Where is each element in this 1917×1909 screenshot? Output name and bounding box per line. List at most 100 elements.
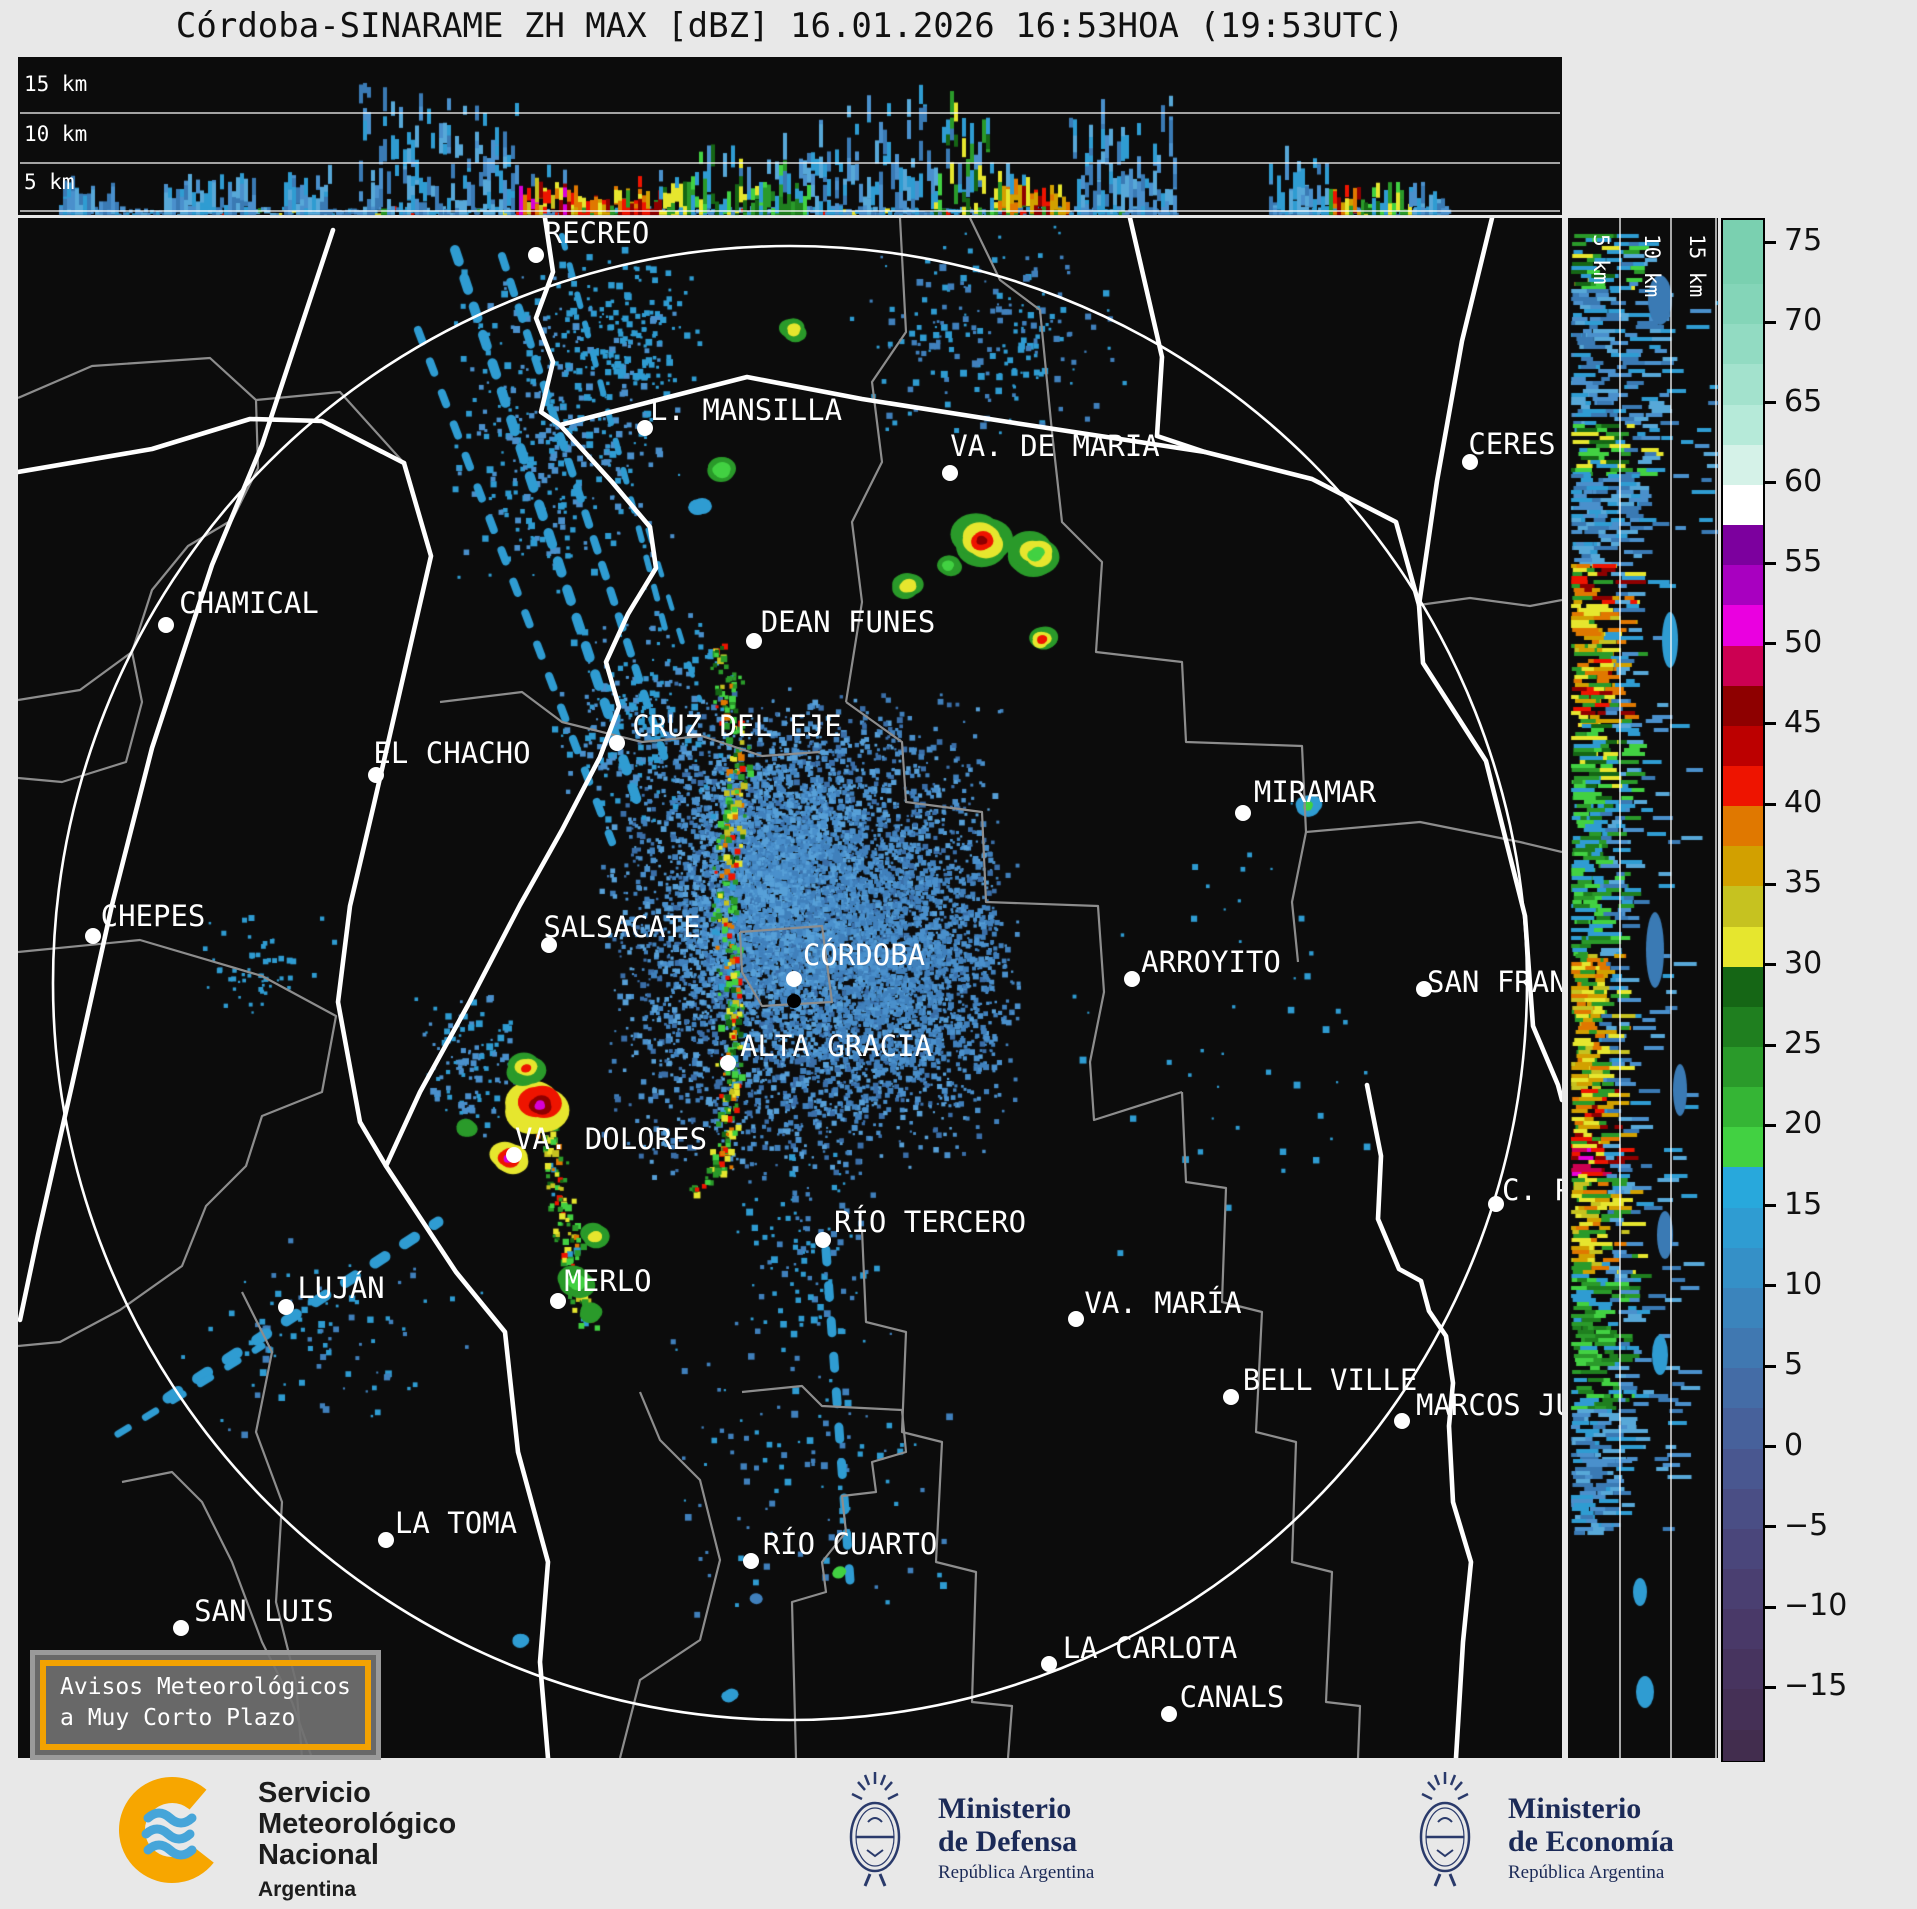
department-border: [969, 218, 1054, 433]
department-border: [741, 1384, 908, 1758]
department-border: [18, 938, 338, 1348]
city-label: SALSACATE: [543, 910, 700, 944]
city-label: CHEPES: [101, 899, 206, 933]
city-label: SAN FRAN: [1427, 965, 1567, 999]
department-border: [844, 218, 908, 703]
city-dot: [637, 420, 653, 436]
city-label: ARROYITO: [1141, 945, 1281, 979]
colorbar-segment: [1723, 1448, 1763, 1490]
province-border: [1127, 218, 1208, 455]
city-dot: [1488, 1196, 1504, 1212]
warning-box: Avisos Meteorológicos a Muy Corto Plazo: [30, 1650, 381, 1760]
smn-wave-3: [143, 1840, 197, 1860]
economia-line: de Economía: [1508, 1825, 1674, 1858]
colorbar-tick-label: 5: [1784, 1347, 1804, 1383]
smn-country: Argentina: [258, 1878, 357, 1901]
city-label: LA CARLOTA: [1063, 1631, 1238, 1665]
radar-range-ring: [51, 244, 1529, 1722]
city-label: VA. DOLORES: [515, 1122, 707, 1156]
colorbar-segment: [1723, 1247, 1763, 1289]
ministerio-defensa-text: Ministerio de Defensa República Argentin…: [938, 1792, 1094, 1884]
colorbar-segment: [1723, 605, 1763, 647]
colorbar-segment: [1723, 846, 1763, 887]
colorbar-tick-label: 55: [1784, 544, 1823, 580]
department-border: [18, 356, 260, 784]
province-border: [18, 227, 336, 1323]
colorbar-segment: [1723, 926, 1763, 968]
department-border: [845, 701, 1183, 1122]
top-altitude-label: 5 km: [24, 170, 75, 194]
colorbar-tick-mark: [1763, 1043, 1776, 1047]
colorbar: [1721, 218, 1765, 1762]
smn-logo-text: Servicio Meteorológico Nacional Argentin…: [258, 1778, 456, 1905]
defensa-coat-of-arms-icon: [849, 1772, 901, 1887]
colorbar-tick-mark: [1763, 963, 1776, 967]
smn-line: Meteorológico: [258, 1808, 457, 1840]
city-label: MERLO: [564, 1264, 651, 1298]
defensa-line: Ministerio: [938, 1792, 1072, 1825]
warning-line-2: a Muy Corto Plazo: [60, 1705, 296, 1731]
colorbar-segment: [1723, 1207, 1763, 1249]
department-border: [255, 390, 405, 464]
colorbar-tick-mark: [1763, 882, 1776, 886]
colorbar-segment: [1723, 886, 1763, 928]
colorbar-tick-mark: [1763, 1605, 1776, 1609]
department-border: [1180, 1091, 1362, 1758]
province-border: [335, 460, 434, 1169]
colorbar-segment: [1723, 1368, 1763, 1409]
colorbar-tick-label: 75: [1784, 223, 1823, 258]
defensa-sub: República Argentina: [938, 1862, 1095, 1883]
city-label: L. MANSILLA: [650, 393, 842, 427]
city-dot: [368, 767, 384, 783]
colorbar-segment: [1723, 765, 1763, 807]
city-dot: [1235, 805, 1251, 821]
city-label: MIRAMAR: [1254, 775, 1377, 809]
colorbar-tick-mark: [1763, 320, 1776, 324]
city-group: RECREO L. MANSILLA VA. DE MARIA CERES CHAMIC…: [85, 216, 1573, 1722]
city-label: CANALS: [1180, 1680, 1285, 1714]
city-label: DEAN FUNES: [761, 605, 936, 639]
city-dot: [1462, 454, 1478, 470]
colorbar-segment: [1723, 645, 1763, 687]
colorbar-tick-mark: [1763, 561, 1776, 565]
city-label: MARCOS JU: [1416, 1388, 1573, 1422]
city-dot: [173, 1620, 189, 1636]
city-label: RECREO: [545, 216, 650, 250]
city-dot: [786, 971, 802, 987]
colorbar-tick-mark: [1763, 1284, 1776, 1288]
colorbar-tick-mark: [1763, 642, 1776, 645]
city-label: EL CHACHO: [373, 736, 530, 770]
department-border: [1050, 431, 1308, 963]
colorbar-tick-label: 70: [1784, 303, 1823, 339]
colorbar-tick-mark: [1763, 1364, 1776, 1368]
colorbar-tick-mark: [1763, 240, 1776, 244]
colorbar-segment: [1723, 1488, 1763, 1530]
province-border: [557, 374, 1562, 1103]
city-dot: [1068, 1311, 1084, 1327]
colorbar-tick-mark: [1763, 802, 1776, 806]
smn-line: Nacional: [258, 1839, 379, 1871]
city-dot: [815, 1232, 831, 1248]
city-label: RÍO TERCERO: [834, 1205, 1026, 1239]
city-label: BELL VILLE: [1243, 1363, 1418, 1397]
colorbar-segment: [1723, 284, 1763, 325]
colorbar-tick-label: −10: [1784, 1588, 1848, 1624]
ministerio-economia-text: Ministerio de Economía República Argenti…: [1508, 1792, 1674, 1884]
city-label: CHAMICAL: [179, 586, 319, 620]
economia-coat-of-arms-icon: [1419, 1772, 1471, 1887]
smn-wave-2: [141, 1824, 195, 1844]
city-dot: [158, 617, 174, 633]
city-label: CRUZ DEL EJE: [632, 709, 842, 743]
colorbar-tick-label: −15: [1784, 1668, 1848, 1704]
top-altitude-label: 15 km: [24, 72, 87, 96]
colorbar-segment: [1723, 324, 1763, 366]
colorbar-tick-mark: [1763, 1445, 1776, 1448]
map-lines-group: [18, 218, 1562, 1758]
department-border: [618, 1391, 722, 1758]
colorbar-segment: [1723, 364, 1763, 406]
city-dot: [506, 1147, 522, 1163]
colorbar-segment: [1723, 966, 1763, 1008]
